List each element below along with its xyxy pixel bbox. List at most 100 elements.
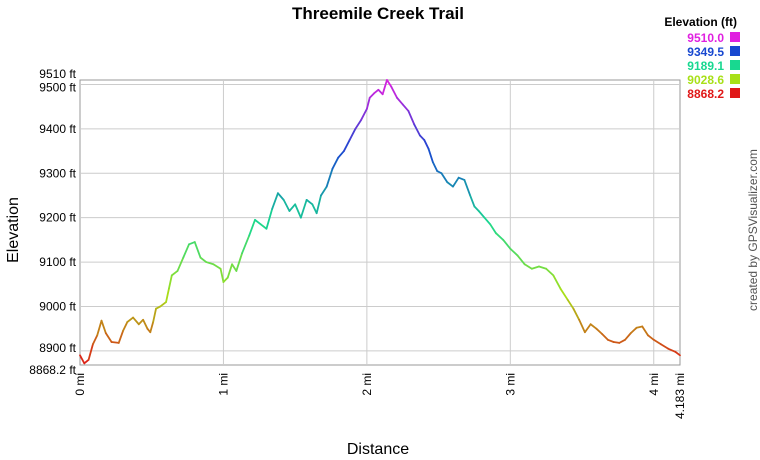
- elevation-segment: [365, 96, 371, 110]
- elevation-segment: [390, 85, 398, 99]
- elevation-segment: [100, 319, 107, 335]
- elevation-segment: [423, 139, 430, 150]
- elevation-segment: [320, 185, 328, 197]
- y-tick-label: 9510 ft: [39, 67, 76, 81]
- legend-swatch: [730, 60, 740, 70]
- elevation-segment: [159, 301, 167, 308]
- elevation-segment: [381, 79, 388, 96]
- elevation-segment: [652, 338, 662, 346]
- x-tick-label: 2 mi: [360, 373, 374, 396]
- elevation-segment: [446, 181, 454, 188]
- y-tick-label: 9400 ft: [39, 122, 76, 136]
- elevation-segment: [407, 110, 416, 126]
- elevation-segment: [401, 103, 410, 112]
- elevation-segment: [149, 321, 155, 334]
- y-tick-label: 9300 ft: [39, 166, 76, 180]
- elevation-segment: [231, 263, 238, 272]
- elevation-segment: [165, 287, 170, 303]
- elevation-segment: [360, 107, 368, 121]
- elevation-segment: [584, 323, 592, 334]
- elevation-segment: [495, 232, 505, 241]
- elevation-segment: [193, 241, 202, 259]
- legend-swatch: [730, 46, 740, 56]
- elevation-segment: [265, 207, 274, 230]
- elevation-segment: [674, 350, 681, 357]
- elevation-segment: [311, 203, 318, 215]
- elevation-segment: [168, 274, 173, 290]
- elevation-segment: [343, 139, 351, 152]
- elevation-segment: [182, 243, 190, 259]
- elevation-segment: [373, 88, 380, 95]
- legend-swatch: [730, 88, 740, 98]
- elevation-segment: [635, 325, 644, 329]
- elevation-segment: [440, 172, 449, 184]
- elevation-segment: [219, 267, 225, 283]
- elevation-segment: [87, 343, 94, 361]
- y-tick-label: 9500 ft: [39, 80, 76, 94]
- elevation-segment: [473, 205, 480, 212]
- elevation-segment: [538, 265, 548, 270]
- elevation-segment: [578, 318, 586, 334]
- elevation-segment: [368, 92, 375, 99]
- elevation-segment: [647, 334, 655, 341]
- elevation-segment: [516, 254, 526, 266]
- elevation-segment: [396, 96, 404, 106]
- x-tick-label: 3 mi: [503, 373, 517, 396]
- legend-label: 9510.0: [687, 31, 724, 45]
- elevation-segment: [612, 341, 621, 344]
- elevation-segment: [457, 176, 466, 181]
- elevation-segment: [502, 238, 512, 250]
- elevation-segment: [248, 218, 256, 237]
- elevation-segment: [660, 343, 669, 350]
- elevation-segment: [431, 161, 439, 172]
- elevation-segment: [117, 329, 124, 344]
- credit-text: created by GPSVisualizer.com: [746, 149, 760, 311]
- y-tick-label: 8868.2 ft: [29, 363, 76, 377]
- elevation-segment: [595, 327, 604, 335]
- elevation-segment: [545, 267, 555, 277]
- elevation-segment: [104, 332, 113, 343]
- legend-title: Elevation (ft): [664, 15, 737, 29]
- elevation-segment: [222, 276, 229, 283]
- x-tick-label: 0 mi: [73, 373, 87, 396]
- x-axis-title: Distance: [347, 441, 409, 458]
- elevation-segment: [452, 176, 460, 188]
- elevation-segment: [667, 347, 677, 353]
- elevation-segment: [413, 123, 421, 137]
- elevation-segment: [559, 287, 569, 301]
- elevation-segment: [331, 156, 340, 170]
- elevation-segment: [552, 274, 562, 290]
- elevation-segment: [126, 316, 134, 323]
- elevation-segment: [282, 198, 291, 212]
- elevation-profile-line: [79, 79, 681, 365]
- elevation-segment: [122, 321, 129, 332]
- elevation-segment: [477, 210, 486, 219]
- elevation-segment: [294, 203, 302, 219]
- elevation-segment: [354, 119, 363, 130]
- y-tick-label: 9000 ft: [39, 299, 76, 313]
- elevation-segment: [226, 263, 233, 279]
- y-tick-label: 8900 ft: [39, 341, 76, 355]
- elevation-segment: [641, 325, 649, 337]
- elevation-segment: [142, 318, 149, 330]
- elevation-segment: [325, 167, 334, 188]
- y-tick-label: 9100 ft: [39, 255, 76, 269]
- elevation-segment: [79, 354, 86, 365]
- legend-label: 9189.1: [687, 59, 724, 73]
- elevation-segment: [483, 216, 492, 226]
- plot-area: [79, 79, 681, 366]
- y-axis-title: Elevation: [5, 197, 22, 263]
- elevation-segment: [601, 333, 609, 341]
- legend-swatch: [730, 32, 740, 42]
- elevation-segment: [271, 192, 279, 210]
- x-tick-label: 4 mi: [647, 373, 661, 396]
- elevation-segment: [152, 307, 157, 323]
- elevation-segment: [509, 247, 519, 257]
- chart-title: Threemile Creek Trail: [292, 4, 464, 23]
- elevation-segment: [188, 241, 196, 246]
- elevation-segment: [83, 358, 90, 365]
- elevation-segment: [523, 263, 533, 270]
- elevation-segment: [132, 316, 140, 326]
